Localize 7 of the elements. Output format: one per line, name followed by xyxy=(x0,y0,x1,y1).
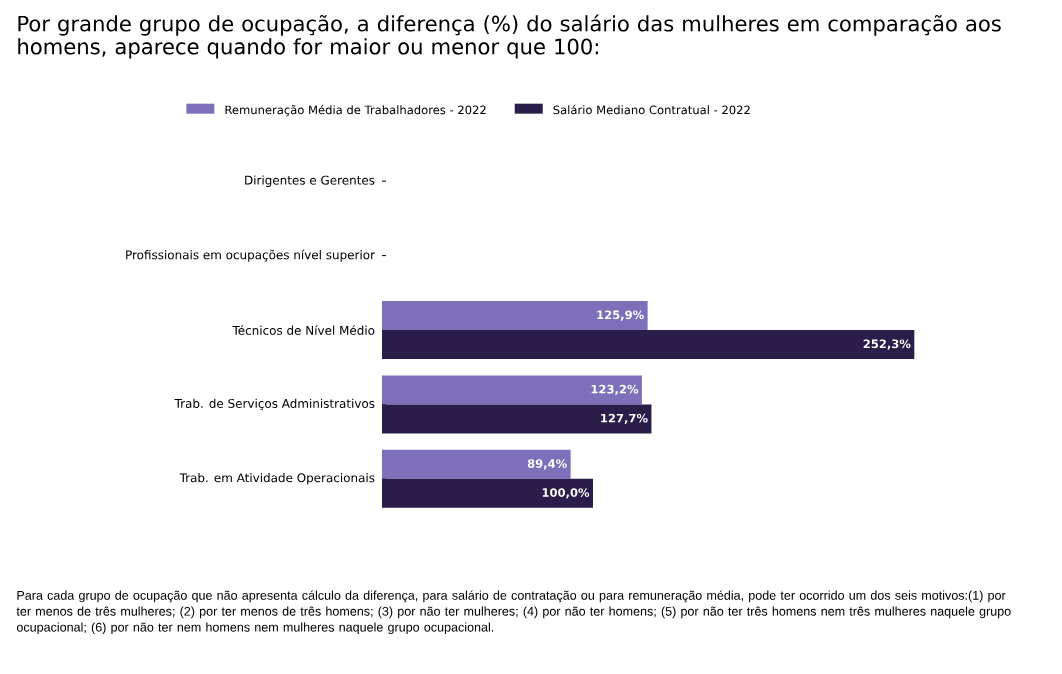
chart-title: Por grande grupo de ocupação, a diferença (%) do salário das mulheres em comparação aos homens, aparece quando for maior ou menor que 100: xyxy=(18,14,1001,59)
bar xyxy=(382,404,652,434)
bar xyxy=(382,301,648,331)
bar xyxy=(382,375,642,405)
bar xyxy=(382,478,593,508)
bar xyxy=(382,449,571,479)
bar xyxy=(382,330,915,360)
